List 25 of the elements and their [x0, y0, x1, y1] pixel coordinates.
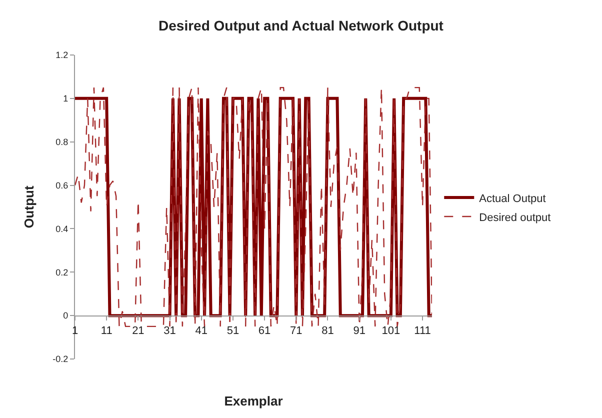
legend-label: Desired output	[479, 212, 551, 224]
y-axis-title: Output	[22, 185, 37, 228]
chart-title: Desired Output and Actual Network Output	[158, 18, 444, 34]
x-tick-label: 91	[353, 324, 366, 337]
x-tick-label: 61	[258, 324, 271, 337]
y-tick-label: 0.2	[56, 267, 68, 278]
x-tick-label: 111	[414, 324, 431, 337]
y-tick-label: -0.2	[52, 354, 68, 364]
y-tick-label: 0.4	[56, 224, 68, 234]
x-tick-label: 81	[322, 324, 334, 337]
x-tick-label: 71	[290, 324, 302, 337]
x-tick-label: 51	[226, 324, 240, 337]
x-tick-label: 31	[164, 324, 176, 337]
x-tick-label: 11	[100, 324, 112, 337]
x-tick-label: 21	[132, 324, 144, 337]
y-tick-label: 0	[63, 310, 68, 321]
x-tick-label: 41	[195, 324, 208, 337]
legend-label: Actual Output	[479, 192, 546, 205]
y-tick-label: 1	[63, 94, 68, 104]
x-tick-label: 1	[72, 324, 78, 337]
x-tick-label: 101	[382, 324, 400, 337]
x-axis-title: Exemplar	[224, 393, 283, 408]
y-tick-label: 1.2	[56, 50, 68, 60]
y-tick-label: 0.6	[56, 180, 68, 190]
y-tick-label: 0.8	[56, 137, 68, 148]
